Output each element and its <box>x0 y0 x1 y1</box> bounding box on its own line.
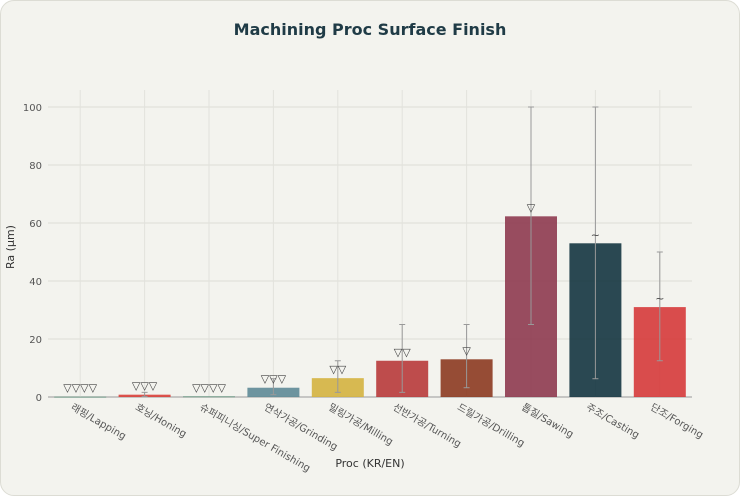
finish-symbol: ▽▽▽ <box>132 380 158 393</box>
finish-symbol: ▽▽ <box>394 346 411 359</box>
finish-symbol: ▽ <box>527 201 536 214</box>
y-tick-label: 80 <box>29 161 42 172</box>
bar <box>183 396 235 398</box>
finish-symbol: ▽▽▽▽ <box>63 382 97 395</box>
x-tick-label: 슈퍼피니싱/Super Finishing <box>198 401 313 474</box>
x-axis-label: Proc (KR/EN) <box>335 457 404 470</box>
x-tick-label: 단조/Forging <box>648 401 705 441</box>
x-tick-label: 톱질/Sawing <box>520 401 576 440</box>
finish-symbol: ▽▽▽▽ <box>192 381 226 394</box>
y-tick-label: 40 <box>29 277 42 288</box>
y-tick-label: 100 <box>23 103 42 114</box>
y-tick-labels: 0 20 40 60 80 100 <box>23 103 42 404</box>
finish-symbols: ▽▽▽▽ ▽▽▽ ▽▽▽▽▽▽▽▽▽▽▽ ▽▽~~ <box>63 201 664 394</box>
finish-symbol: ▽▽ <box>329 363 346 376</box>
x-tick-label: 주조/Casting <box>584 402 641 441</box>
x-tick-label: 밀링가공/Milling <box>326 401 395 448</box>
x-tick-label: 래핑/Lapping <box>69 401 128 442</box>
y-tick-label: 0 <box>36 393 42 404</box>
finish-symbol: ~ <box>591 228 600 241</box>
finish-symbol: ~ <box>655 292 664 305</box>
bar <box>54 396 107 398</box>
bars <box>54 216 686 398</box>
error-bars <box>141 106 663 397</box>
x-tick-label: 드릴가공/Drilling <box>455 400 527 449</box>
x-tick-label: 선반가공/Turning <box>391 401 464 450</box>
chart-title: Machining Proc Surface Finish <box>233 20 507 39</box>
finish-symbol: ▽ <box>462 344 471 357</box>
y-tick-label: 60 <box>29 219 42 230</box>
finish-symbol: ▽▽▽ <box>261 373 287 386</box>
y-tick-label: 20 <box>29 335 42 346</box>
x-tick-label: 호닝/Honing <box>133 401 189 440</box>
y-axis-label: Ra (μm) <box>4 225 17 269</box>
